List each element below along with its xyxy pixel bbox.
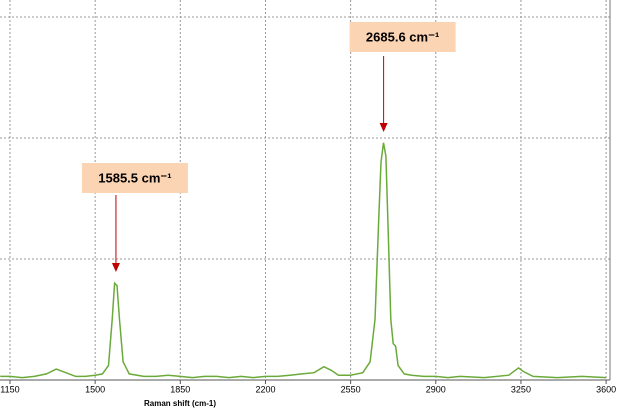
x-tick-label: 2550: [341, 384, 361, 394]
x-tick-label: 1500: [85, 384, 105, 394]
x-tick-label: 2200: [255, 384, 275, 394]
x-tick-label: 3250: [511, 384, 531, 394]
x-axis-label: Raman shift (cm-1): [144, 399, 216, 408]
arrow-head: [111, 263, 120, 272]
x-tick-label: 1850: [170, 384, 190, 394]
annotation-label: 1585.5 cm⁻¹: [98, 170, 171, 185]
annotation-label: 2685.6 cm⁻¹: [366, 29, 439, 44]
annotation-box: [349, 22, 456, 52]
h-grid: [0, 16, 610, 260]
spectrum-line: [0, 142, 607, 379]
x-tick-label: 2900: [426, 384, 446, 394]
annotation-box: [81, 163, 188, 193]
x-tick-label: 3600: [596, 384, 616, 394]
x-tick-label: 1150: [0, 384, 19, 394]
arrow-head: [379, 123, 388, 132]
